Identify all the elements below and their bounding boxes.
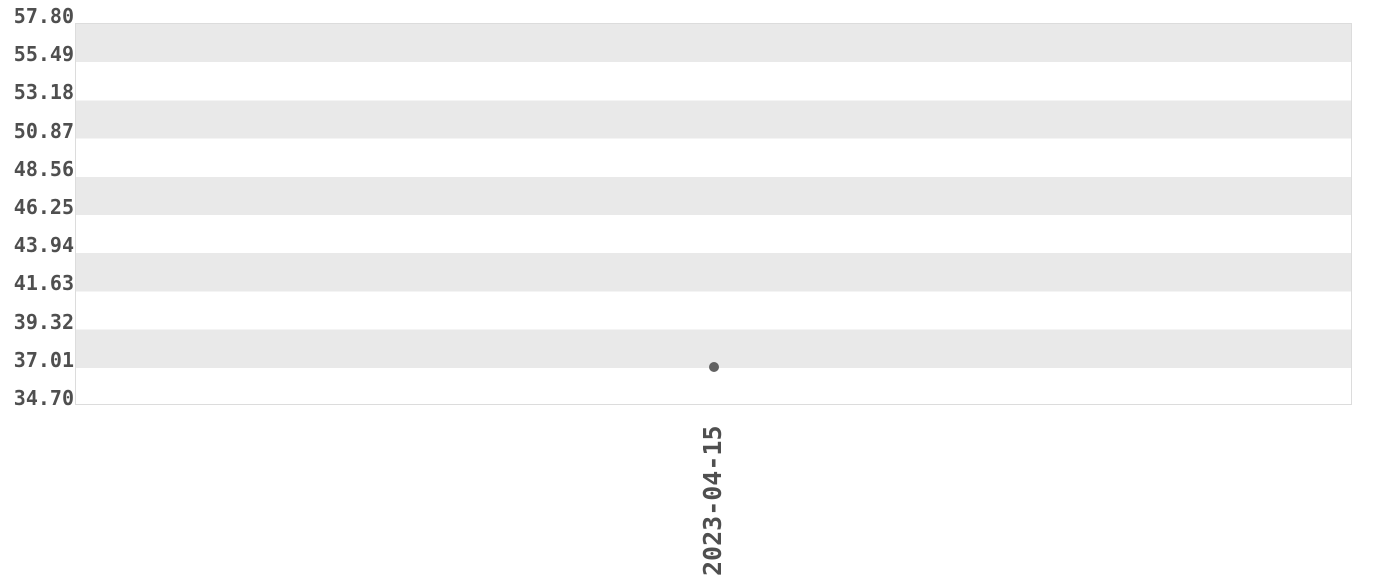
y-tick-label: 41.63 xyxy=(13,271,74,296)
x-tick-label: 2023-04-15 xyxy=(698,425,727,576)
y-tick-label: 55.49 xyxy=(13,42,74,67)
y-tick-label: 37.01 xyxy=(13,347,74,372)
y-tick-label: 34.70 xyxy=(13,386,74,410)
data-point xyxy=(708,361,719,372)
plot-area xyxy=(75,23,1352,405)
y-tick-label: 57.80 xyxy=(13,4,74,28)
y-tick-label: 48.56 xyxy=(13,156,74,181)
y-tick-label: 39.32 xyxy=(13,309,74,334)
y-tick-label: 46.25 xyxy=(13,195,74,219)
y-tick-label: 43.94 xyxy=(13,233,74,258)
y-tick-label: 53.18 xyxy=(13,80,74,105)
y-tick-label: 50.87 xyxy=(13,118,74,143)
